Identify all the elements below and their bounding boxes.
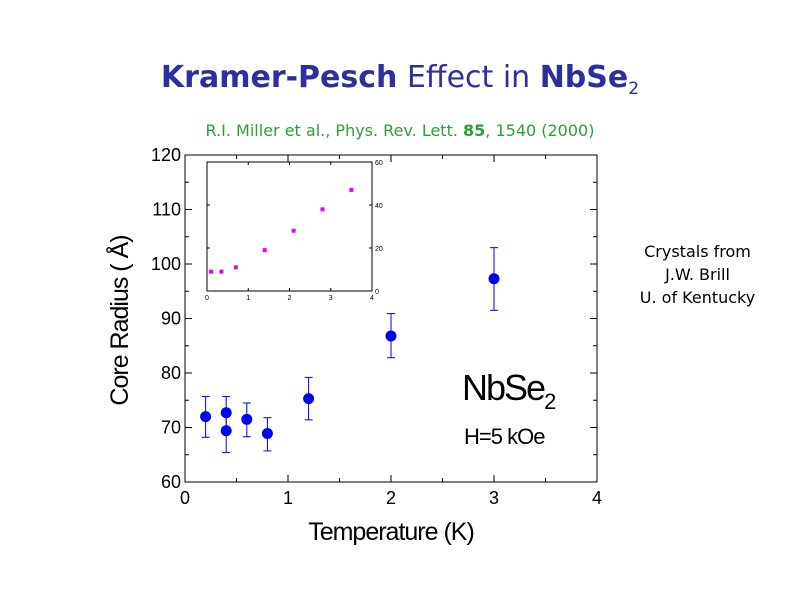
inset-x-tick-label: 2 (288, 295, 292, 302)
citation-volume: 85 (463, 121, 486, 140)
x-tick-label: 2 (386, 488, 396, 508)
y-tick-label: 100 (151, 254, 181, 274)
inset-x-tick-label: 1 (246, 295, 250, 302)
credit-line-3: U. of Kentucky (639, 288, 756, 307)
inset-data-point (291, 228, 296, 233)
data-point (200, 411, 212, 423)
y-tick-label: 120 (151, 145, 181, 165)
x-tick-label: 0 (180, 488, 190, 508)
inset-x-tick-label: 3 (329, 295, 333, 302)
inset-data-point (209, 269, 214, 274)
y-tick-label: 80 (161, 363, 181, 383)
inset-data-point (219, 269, 224, 274)
inset-y-tick-label: 60 (375, 160, 383, 167)
citation-pages-year: , 1540 (2000) (485, 121, 595, 140)
data-point (220, 425, 232, 437)
data-point (261, 427, 273, 439)
data-point (241, 413, 253, 425)
credit-line-1: Crystals from (644, 242, 751, 261)
y-axis-label: Core Radius ( Å) (104, 235, 134, 405)
title-kramer-pesch: Kramer-Pesch (160, 60, 398, 95)
slide-title: Kramer-Pesch Effect in NbSe2 (0, 60, 800, 99)
inset-x-tick-label: 4 (370, 295, 374, 302)
credit-line-2: J.W. Brill (665, 265, 730, 284)
x-axis-label: Temperature (K) (308, 518, 474, 546)
citation: R.I. Miller et al., Phys. Rev. Lett. 85,… (0, 121, 800, 140)
inset-data-point (262, 248, 267, 253)
x-tick-label: 4 (592, 488, 602, 508)
y-tick-label: 90 (161, 309, 181, 329)
y-tick-label: 70 (161, 418, 181, 438)
material-subscript: 2 (544, 389, 556, 414)
y-tick-label: 60 (161, 472, 181, 492)
field-annotation: H=5 kOe (464, 424, 545, 449)
title-effect-in: Effect in (397, 60, 540, 95)
x-tick-label: 1 (283, 488, 293, 508)
inset-data-point (349, 187, 354, 192)
inset-x-tick-label: 0 (205, 295, 209, 302)
material-annotation: NbSe2 (462, 367, 556, 414)
inset-plot-frame (206, 161, 373, 292)
crystal-credit: Crystals from J.W. Brill U. of Kentucky (610, 240, 785, 309)
data-point (385, 330, 397, 342)
inset-y-tick-label: 0 (375, 289, 379, 296)
inset-y-tick-label: 40 (375, 203, 383, 210)
y-tick-label: 110 (152, 200, 181, 220)
title-material: NbSe (539, 60, 629, 95)
x-tick-label: 3 (489, 488, 499, 508)
material-label: NbSe (462, 367, 545, 408)
citation-authors: R.I. Miller et al., Phys. Rev. Lett. (205, 121, 464, 140)
data-point (488, 273, 500, 285)
title-subscript: 2 (628, 79, 640, 99)
inset-data-point (320, 207, 325, 212)
inset-y-tick-label: 20 (375, 246, 383, 253)
inset-data-point (233, 265, 238, 270)
data-point (303, 393, 315, 405)
